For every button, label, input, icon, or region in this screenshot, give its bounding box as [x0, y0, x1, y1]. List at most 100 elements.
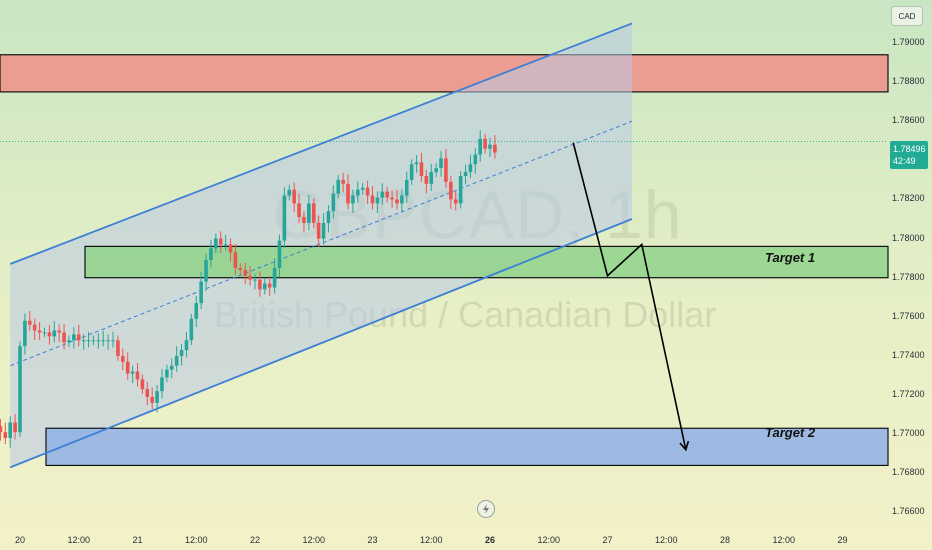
candle-body	[179, 350, 184, 356]
time-axis-label: 27	[602, 535, 613, 545]
projection-arrowhead	[679, 440, 690, 452]
price-axis-label: 1.77200	[892, 389, 925, 400]
price-axis-label: 1.77400	[892, 349, 925, 360]
time-axis-label: 12:00	[537, 535, 561, 545]
current-price-tag: 1.78496 42:49	[890, 141, 928, 169]
price-axis-label: 1.77000	[892, 428, 925, 439]
time-axis-label: 29	[837, 535, 848, 545]
candle-body	[145, 389, 150, 397]
candle-body	[321, 222, 326, 239]
target-1-zone	[84, 245, 889, 279]
candle-body	[478, 138, 483, 155]
price-axis-label: 1.76800	[892, 467, 925, 478]
channel-lower-line	[9, 218, 633, 469]
candle-body	[253, 279, 257, 281]
candle-body	[140, 379, 145, 390]
candle-body	[346, 183, 350, 204]
time-axis-label: 12:00	[419, 535, 443, 545]
candle-body	[449, 181, 453, 200]
candle-body	[62, 332, 66, 343]
candle-body	[326, 211, 331, 223]
candle-body	[42, 332, 47, 334]
candle-body	[238, 267, 243, 270]
candle-body	[125, 361, 130, 374]
candle-body	[86, 340, 91, 342]
projection-path	[572, 142, 687, 450]
candle-body	[292, 189, 296, 204]
candle-body	[262, 283, 267, 290]
candle-body	[91, 340, 96, 342]
candle-body	[468, 164, 473, 173]
candle-body	[218, 238, 223, 245]
candle-body	[96, 340, 101, 342]
candle-body	[32, 324, 37, 331]
candle-body	[184, 340, 189, 351]
candle-body	[419, 162, 424, 176]
candle-body	[165, 369, 169, 378]
candle-body	[370, 195, 375, 204]
candle-body	[18, 346, 22, 433]
price-axis-label: 1.77800	[892, 271, 925, 282]
candle-body	[351, 195, 355, 204]
candle-body	[356, 189, 360, 196]
time-axis-label: 12:00	[772, 535, 796, 545]
candle-body	[13, 422, 17, 433]
candle-body	[439, 158, 443, 169]
candle-body	[302, 217, 306, 223]
candle-body	[116, 340, 120, 356]
target-1-label: Target 1	[765, 250, 816, 265]
candle-body	[311, 203, 316, 223]
candle-body	[204, 260, 208, 282]
candle-body	[341, 179, 345, 184]
candle-body	[27, 320, 32, 325]
time-axis-label: 12:00	[302, 535, 326, 545]
candle-body	[463, 172, 468, 176]
candle-body	[316, 222, 321, 239]
candle-body	[47, 332, 52, 337]
candle-body	[174, 355, 179, 366]
candle-body	[483, 138, 487, 149]
candle-body	[81, 340, 86, 342]
currency-button-label: CAD	[898, 11, 916, 21]
price-axis-label: 1.78200	[892, 193, 925, 204]
currency-button[interactable]: CAD	[891, 6, 923, 26]
candle-body	[287, 189, 292, 196]
time-axis-label: 12:00	[654, 535, 678, 545]
candle-body	[228, 244, 233, 253]
candle-body	[414, 162, 419, 165]
candle-body	[297, 203, 301, 218]
candle-body	[385, 191, 389, 198]
time-axis-label: 21	[132, 535, 143, 545]
candle-body	[0, 426, 3, 433]
candle-body	[473, 154, 478, 165]
candle-body	[400, 195, 404, 204]
candle-body	[458, 176, 463, 204]
candle-body	[52, 330, 57, 337]
candle-body	[429, 172, 434, 184]
candle-body	[258, 279, 262, 290]
lightning-icon[interactable]	[477, 500, 495, 518]
candle-body	[130, 371, 135, 374]
current-price-value: 1.78496	[893, 144, 926, 154]
candle-body	[189, 318, 194, 341]
price-axis-label: 1.78600	[892, 115, 925, 126]
target-2-label: Target 2	[765, 425, 816, 440]
channel-middle-line	[10, 120, 633, 367]
candle-body	[194, 303, 199, 319]
time-axis-label: 12:00	[67, 535, 91, 545]
candle-body	[121, 355, 125, 362]
candle-body	[233, 252, 238, 268]
candle-body	[395, 199, 399, 204]
time-axis-label: 20	[14, 535, 26, 545]
price-axis-label: 1.77600	[892, 310, 925, 321]
candle-body	[360, 187, 365, 190]
time-axis-label: 12:00	[184, 535, 208, 545]
candle-body	[453, 199, 458, 204]
candle-body	[488, 144, 492, 149]
candle-body	[365, 187, 370, 196]
candle-body	[135, 371, 140, 380]
time-axis-label: 23	[367, 535, 378, 545]
candle-body	[67, 340, 71, 343]
